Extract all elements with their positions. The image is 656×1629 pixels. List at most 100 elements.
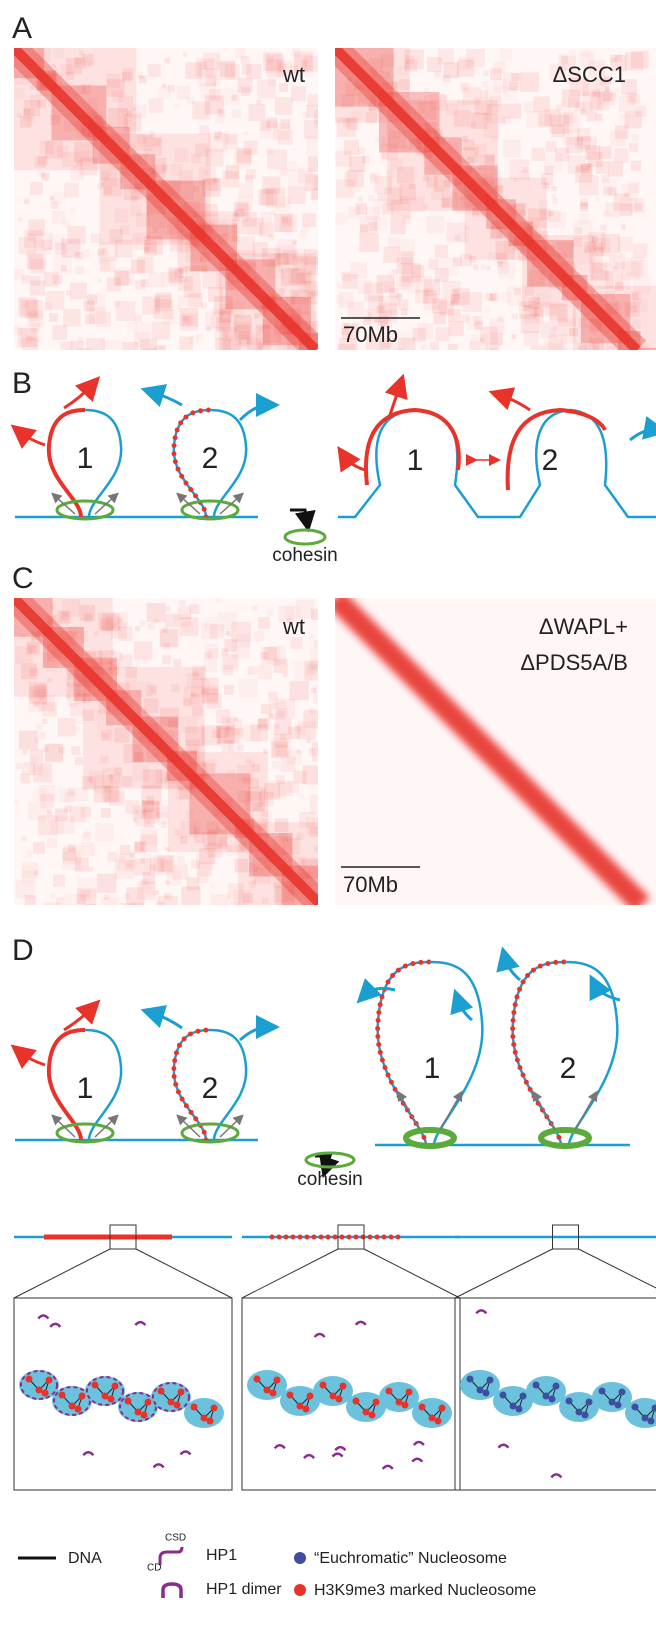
contact xyxy=(97,873,117,893)
contact xyxy=(401,333,411,343)
contact xyxy=(399,272,414,287)
contact xyxy=(109,135,116,141)
contact xyxy=(615,273,631,290)
arrow xyxy=(439,1090,463,1131)
contact xyxy=(61,851,81,870)
legend-label: H3K9me3 marked Nucleosome xyxy=(314,1582,536,1599)
contact xyxy=(278,63,288,72)
contact xyxy=(206,693,222,709)
contact xyxy=(103,894,110,901)
contact xyxy=(383,246,400,263)
contact xyxy=(306,739,311,744)
contact xyxy=(555,147,570,162)
contact xyxy=(252,605,258,611)
contact xyxy=(77,888,97,905)
contact xyxy=(56,816,75,835)
contact xyxy=(109,229,123,243)
contact xyxy=(388,237,400,249)
contact xyxy=(288,64,299,75)
contact xyxy=(248,786,262,801)
contact xyxy=(122,341,139,350)
contact xyxy=(567,155,586,174)
hp1 xyxy=(334,1445,347,1451)
histone xyxy=(515,1405,523,1413)
contact xyxy=(91,233,101,243)
diagonal xyxy=(335,598,650,905)
arrow xyxy=(496,946,521,982)
contact xyxy=(148,131,156,138)
contact xyxy=(47,678,52,683)
contact xyxy=(245,757,251,764)
contact xyxy=(262,324,282,344)
histone xyxy=(614,1401,622,1409)
contact xyxy=(473,316,483,326)
contact xyxy=(508,81,519,91)
contact xyxy=(67,697,77,708)
contact xyxy=(253,242,268,257)
contact xyxy=(566,136,583,154)
contact xyxy=(411,264,425,278)
contact xyxy=(28,682,46,699)
contact xyxy=(424,94,433,104)
contact xyxy=(489,318,505,334)
contact xyxy=(585,145,601,160)
contact xyxy=(442,197,453,208)
arrow xyxy=(356,978,396,1004)
contact xyxy=(172,864,188,880)
contact xyxy=(544,338,563,350)
contact xyxy=(434,244,448,258)
zoom-box xyxy=(109,1224,137,1250)
contact xyxy=(87,107,99,119)
cohesin xyxy=(538,1127,592,1149)
contact xyxy=(183,280,201,298)
contact xyxy=(62,151,78,168)
contact xyxy=(594,270,614,290)
contact xyxy=(238,331,252,345)
contact xyxy=(364,59,370,66)
contact xyxy=(99,259,111,271)
contact xyxy=(263,783,281,800)
contact xyxy=(601,233,621,253)
contact xyxy=(207,829,227,849)
contact xyxy=(70,208,76,214)
contact xyxy=(587,151,603,168)
contact xyxy=(387,272,392,277)
contact xyxy=(307,94,318,107)
contact xyxy=(26,851,33,858)
contact xyxy=(261,211,273,223)
contact xyxy=(93,785,111,803)
contact xyxy=(524,285,535,296)
contact xyxy=(582,313,589,320)
contact xyxy=(140,878,148,887)
contact xyxy=(76,347,91,350)
contact xyxy=(235,836,253,854)
contact xyxy=(423,150,432,159)
contact xyxy=(489,226,503,240)
contact xyxy=(592,342,600,350)
contact xyxy=(347,301,364,319)
contact xyxy=(18,237,36,255)
histone xyxy=(476,1386,484,1394)
contact xyxy=(248,880,256,889)
contact xyxy=(433,175,451,192)
contact xyxy=(134,314,143,323)
contact xyxy=(580,202,588,210)
contact xyxy=(231,621,252,642)
histone xyxy=(25,1375,33,1383)
histone xyxy=(631,1403,639,1411)
contact xyxy=(63,308,81,327)
contact xyxy=(77,681,92,696)
contact xyxy=(357,280,372,295)
nucleosome-dna xyxy=(289,1394,311,1410)
contact xyxy=(69,806,86,823)
contact xyxy=(361,155,370,164)
contact xyxy=(80,890,91,901)
contact xyxy=(118,165,130,176)
contact xyxy=(513,178,518,183)
contact xyxy=(222,664,234,676)
contact xyxy=(619,203,633,216)
contact xyxy=(437,48,454,65)
contact xyxy=(167,217,179,229)
hp1 xyxy=(134,1320,147,1326)
contact xyxy=(382,332,399,348)
